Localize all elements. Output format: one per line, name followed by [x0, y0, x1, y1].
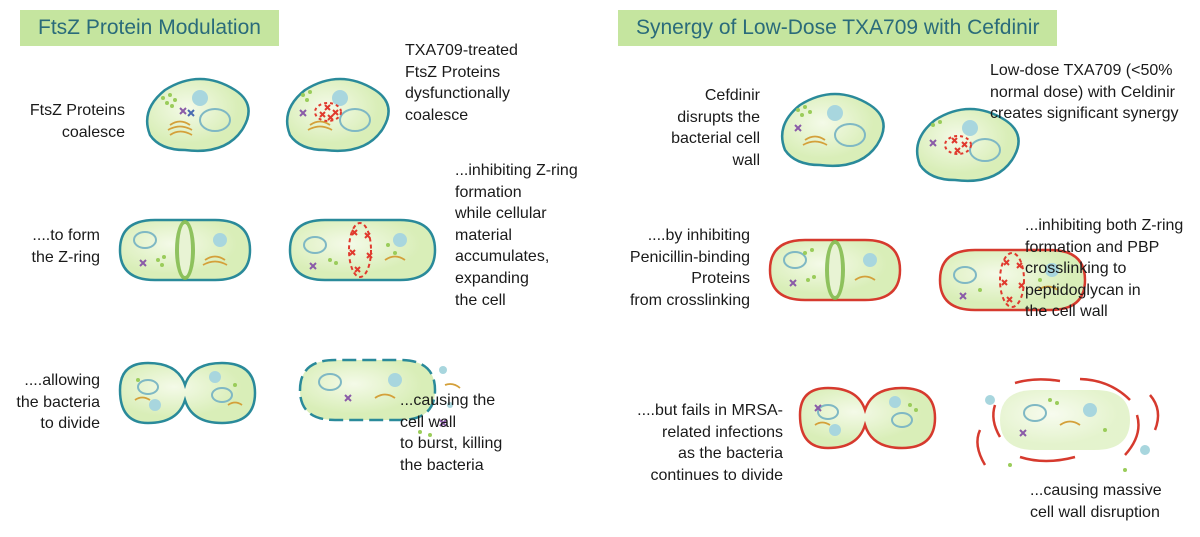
- cell-right-2a: [750, 225, 920, 315]
- left-caption-3b: ...causing thecell wallto burst, killing…: [400, 390, 550, 476]
- cell-left-2b: [270, 205, 450, 295]
- right-caption-2a: ....by inhibitingPenicillin-bindingProte…: [605, 225, 750, 311]
- cell-left-2a: [100, 205, 270, 295]
- left-caption-2b: ...inhibiting Z-ringformationwhile cellu…: [455, 160, 615, 311]
- right-caption-1a: Cefdinirdisrupts thebacterial cellwall: [640, 85, 760, 171]
- right-title-text: Synergy of Low-Dose TXA709 with Cefdinir: [636, 16, 1039, 39]
- right-caption-3a: ....but fails in MRSA-related infections…: [618, 400, 783, 486]
- cell-right-3b: [965, 365, 1175, 490]
- cell-left-1a: [130, 70, 260, 160]
- right-panel-title: Synergy of Low-Dose TXA709 with Cefdinir: [618, 10, 1057, 46]
- left-caption-2a: ....to formthe Z-ring: [5, 225, 100, 268]
- left-panel-title: FtsZ Protein Modulation: [20, 10, 279, 46]
- cell-left-1b: [270, 70, 400, 160]
- left-title-text: FtsZ Protein Modulation: [38, 16, 261, 39]
- cell-right-3a: [780, 370, 955, 465]
- cell-right-1a: [765, 85, 895, 175]
- left-caption-1a: FtsZ Proteinscoalesce: [10, 100, 125, 143]
- right-caption-1b: Low-dose TXA709 (<50%normal dose) with C…: [990, 60, 1195, 125]
- cell-left-3a: [100, 345, 275, 440]
- left-caption-1b: TXA709-treatedFtsZ Proteinsdysfunctional…: [405, 40, 555, 126]
- left-caption-3a: ....allowingthe bacteriato divide: [0, 370, 100, 435]
- right-caption-2b: ...inhibiting both Z-ringformation and P…: [1025, 215, 1200, 323]
- right-caption-3b: ...causing massivecell wall disruption: [1030, 480, 1200, 523]
